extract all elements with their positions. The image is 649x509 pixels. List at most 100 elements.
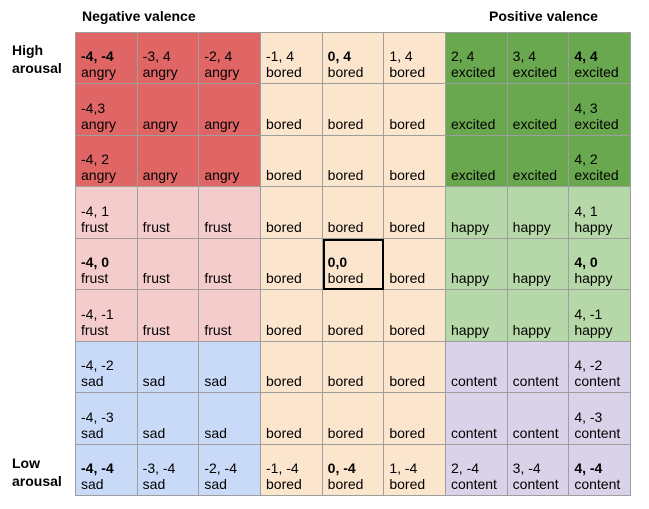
cell-coordinate: -1, 4 <box>266 48 295 65</box>
cell-emotion: bored <box>389 475 426 492</box>
cell-emotion: bored <box>266 424 302 441</box>
cell-emotion: happy <box>512 270 551 287</box>
cell-emotion: bored <box>327 424 364 441</box>
cell-emotion: sad <box>81 373 104 390</box>
grid-cell: bored <box>261 290 323 342</box>
cell-emotion: angry <box>204 167 240 184</box>
grid-cell: excited <box>507 84 570 136</box>
grid-cell: frust <box>199 290 261 342</box>
cell-coordinate: -4, -4 <box>81 459 114 476</box>
cell-coordinate: 0, -4 <box>327 459 356 476</box>
grid-cell: happy <box>446 238 508 291</box>
cell-emotion: content <box>512 424 559 441</box>
grid-cell: happy <box>446 290 508 342</box>
grid-cell: angry <box>199 84 261 136</box>
grid-cell: bored <box>322 290 385 342</box>
grid-cell: -1, 4 bored <box>261 33 323 85</box>
grid-cell: 4, 0 happy <box>569 238 631 291</box>
grid-cell: happy <box>446 187 508 239</box>
cell-emotion: excited <box>512 167 558 184</box>
cell-emotion: frust <box>204 321 232 338</box>
negative-valence-header: Negative valence <box>82 8 196 24</box>
cell-coordinate: 4, 2 <box>574 151 598 168</box>
cell-emotion: frust <box>142 218 170 235</box>
grid-cell: 3, -4 content <box>507 444 570 496</box>
cell-coordinate: -4,3 <box>81 99 106 116</box>
grid-cell: frust <box>199 238 261 291</box>
grid-cell: bored <box>322 135 385 188</box>
cell-coordinate: -1, -4 <box>266 459 299 476</box>
cell-emotion: frust <box>204 218 232 235</box>
cell-emotion: excited <box>512 115 558 132</box>
cell-emotion: bored <box>327 321 364 338</box>
cell-emotion: bored <box>327 373 364 390</box>
cell-emotion: bored <box>266 475 302 492</box>
grid-cell: 4, -4 content <box>569 444 631 496</box>
cell-emotion: bored <box>266 373 302 390</box>
cell-coordinate: 4, 3 <box>574 99 598 116</box>
cell-emotion: sad <box>204 424 227 441</box>
grid-cell: -4, -2 sad <box>76 341 138 394</box>
grid-cell: -4, -4 angry <box>76 33 138 85</box>
cell-emotion: angry <box>204 64 240 81</box>
low-arousal-line-2: arousal <box>12 473 62 489</box>
cell-emotion: bored <box>266 218 302 235</box>
grid-cell: content <box>446 393 508 445</box>
cell-coordinate: -4, 1 <box>81 202 110 219</box>
grid-cell: 2, 4 excited <box>446 33 508 85</box>
grid-cell: 2, -4 content <box>446 444 508 496</box>
cell-emotion: bored <box>389 321 426 338</box>
cell-coordinate: 1, -4 <box>389 459 418 476</box>
cell-emotion: bored <box>327 64 364 81</box>
cell-emotion: happy <box>574 321 613 338</box>
grid-cell: happy <box>507 290 570 342</box>
grid-cell: sad <box>137 393 200 445</box>
grid-cell: bored <box>384 341 446 394</box>
grid-cell: -1, -4 bored <box>261 444 323 496</box>
grid-cell: bored <box>322 393 385 445</box>
cell-emotion: frust <box>81 218 109 235</box>
emotion-grid: -4, -4 angry -3, 4 angry -2, 4 angry -1, 4 bore… <box>75 32 631 496</box>
grid-cell: bored <box>261 341 323 394</box>
cell-emotion: content <box>512 475 559 492</box>
cell-coordinate: -3, 4 <box>142 48 171 65</box>
high-arousal-line-2: arousal <box>12 60 62 76</box>
grid-cell: 4, 3 excited <box>569 84 631 136</box>
grid-cell: 0, 4 bored <box>322 33 385 85</box>
grid-cell: 4, 2 excited <box>569 135 631 188</box>
cell-coordinate: 4, 1 <box>574 202 598 219</box>
high-arousal-line-1: High <box>12 42 44 58</box>
cell-emotion: happy <box>512 218 551 235</box>
cell-emotion: bored <box>389 270 426 287</box>
cell-coordinate: -4, 0 <box>81 254 110 271</box>
grid-cell: 1, 4 bored <box>384 33 446 85</box>
cell-emotion: bored <box>389 373 426 390</box>
cell-emotion: excited <box>574 115 619 132</box>
cell-emotion: excited <box>451 115 496 132</box>
cell-emotion: angry <box>81 64 117 81</box>
grid-cell: -4, -1 frust <box>76 290 138 342</box>
cell-coordinate: -4, -2 <box>81 357 114 374</box>
cell-emotion: frust <box>81 321 109 338</box>
grid-cell: -4, -4 sad <box>76 444 138 496</box>
cell-coordinate: 2, -4 <box>451 459 480 476</box>
cell-emotion: excited <box>451 167 496 184</box>
grid-cell: bored <box>261 84 323 136</box>
low-arousal-line-1: Low <box>12 455 40 471</box>
cell-emotion: angry <box>81 115 117 132</box>
cell-emotion: happy <box>451 270 490 287</box>
cell-emotion: frust <box>204 270 232 287</box>
grid-cell: bored <box>322 187 385 239</box>
grid-cell-center: 0,0 bored <box>322 238 385 291</box>
cell-emotion: bored <box>327 115 364 132</box>
cell-emotion: content <box>512 373 559 390</box>
cell-emotion: frust <box>142 321 170 338</box>
grid-cell: excited <box>507 135 570 188</box>
grid-cell: bored <box>261 187 323 239</box>
cell-emotion: sad <box>204 373 227 390</box>
positive-valence-header: Positive valence <box>489 8 598 24</box>
cell-emotion: bored <box>389 424 426 441</box>
cell-coordinate: 3, 4 <box>512 48 537 65</box>
cell-emotion: bored <box>327 270 364 287</box>
grid-cell: sad <box>199 393 261 445</box>
